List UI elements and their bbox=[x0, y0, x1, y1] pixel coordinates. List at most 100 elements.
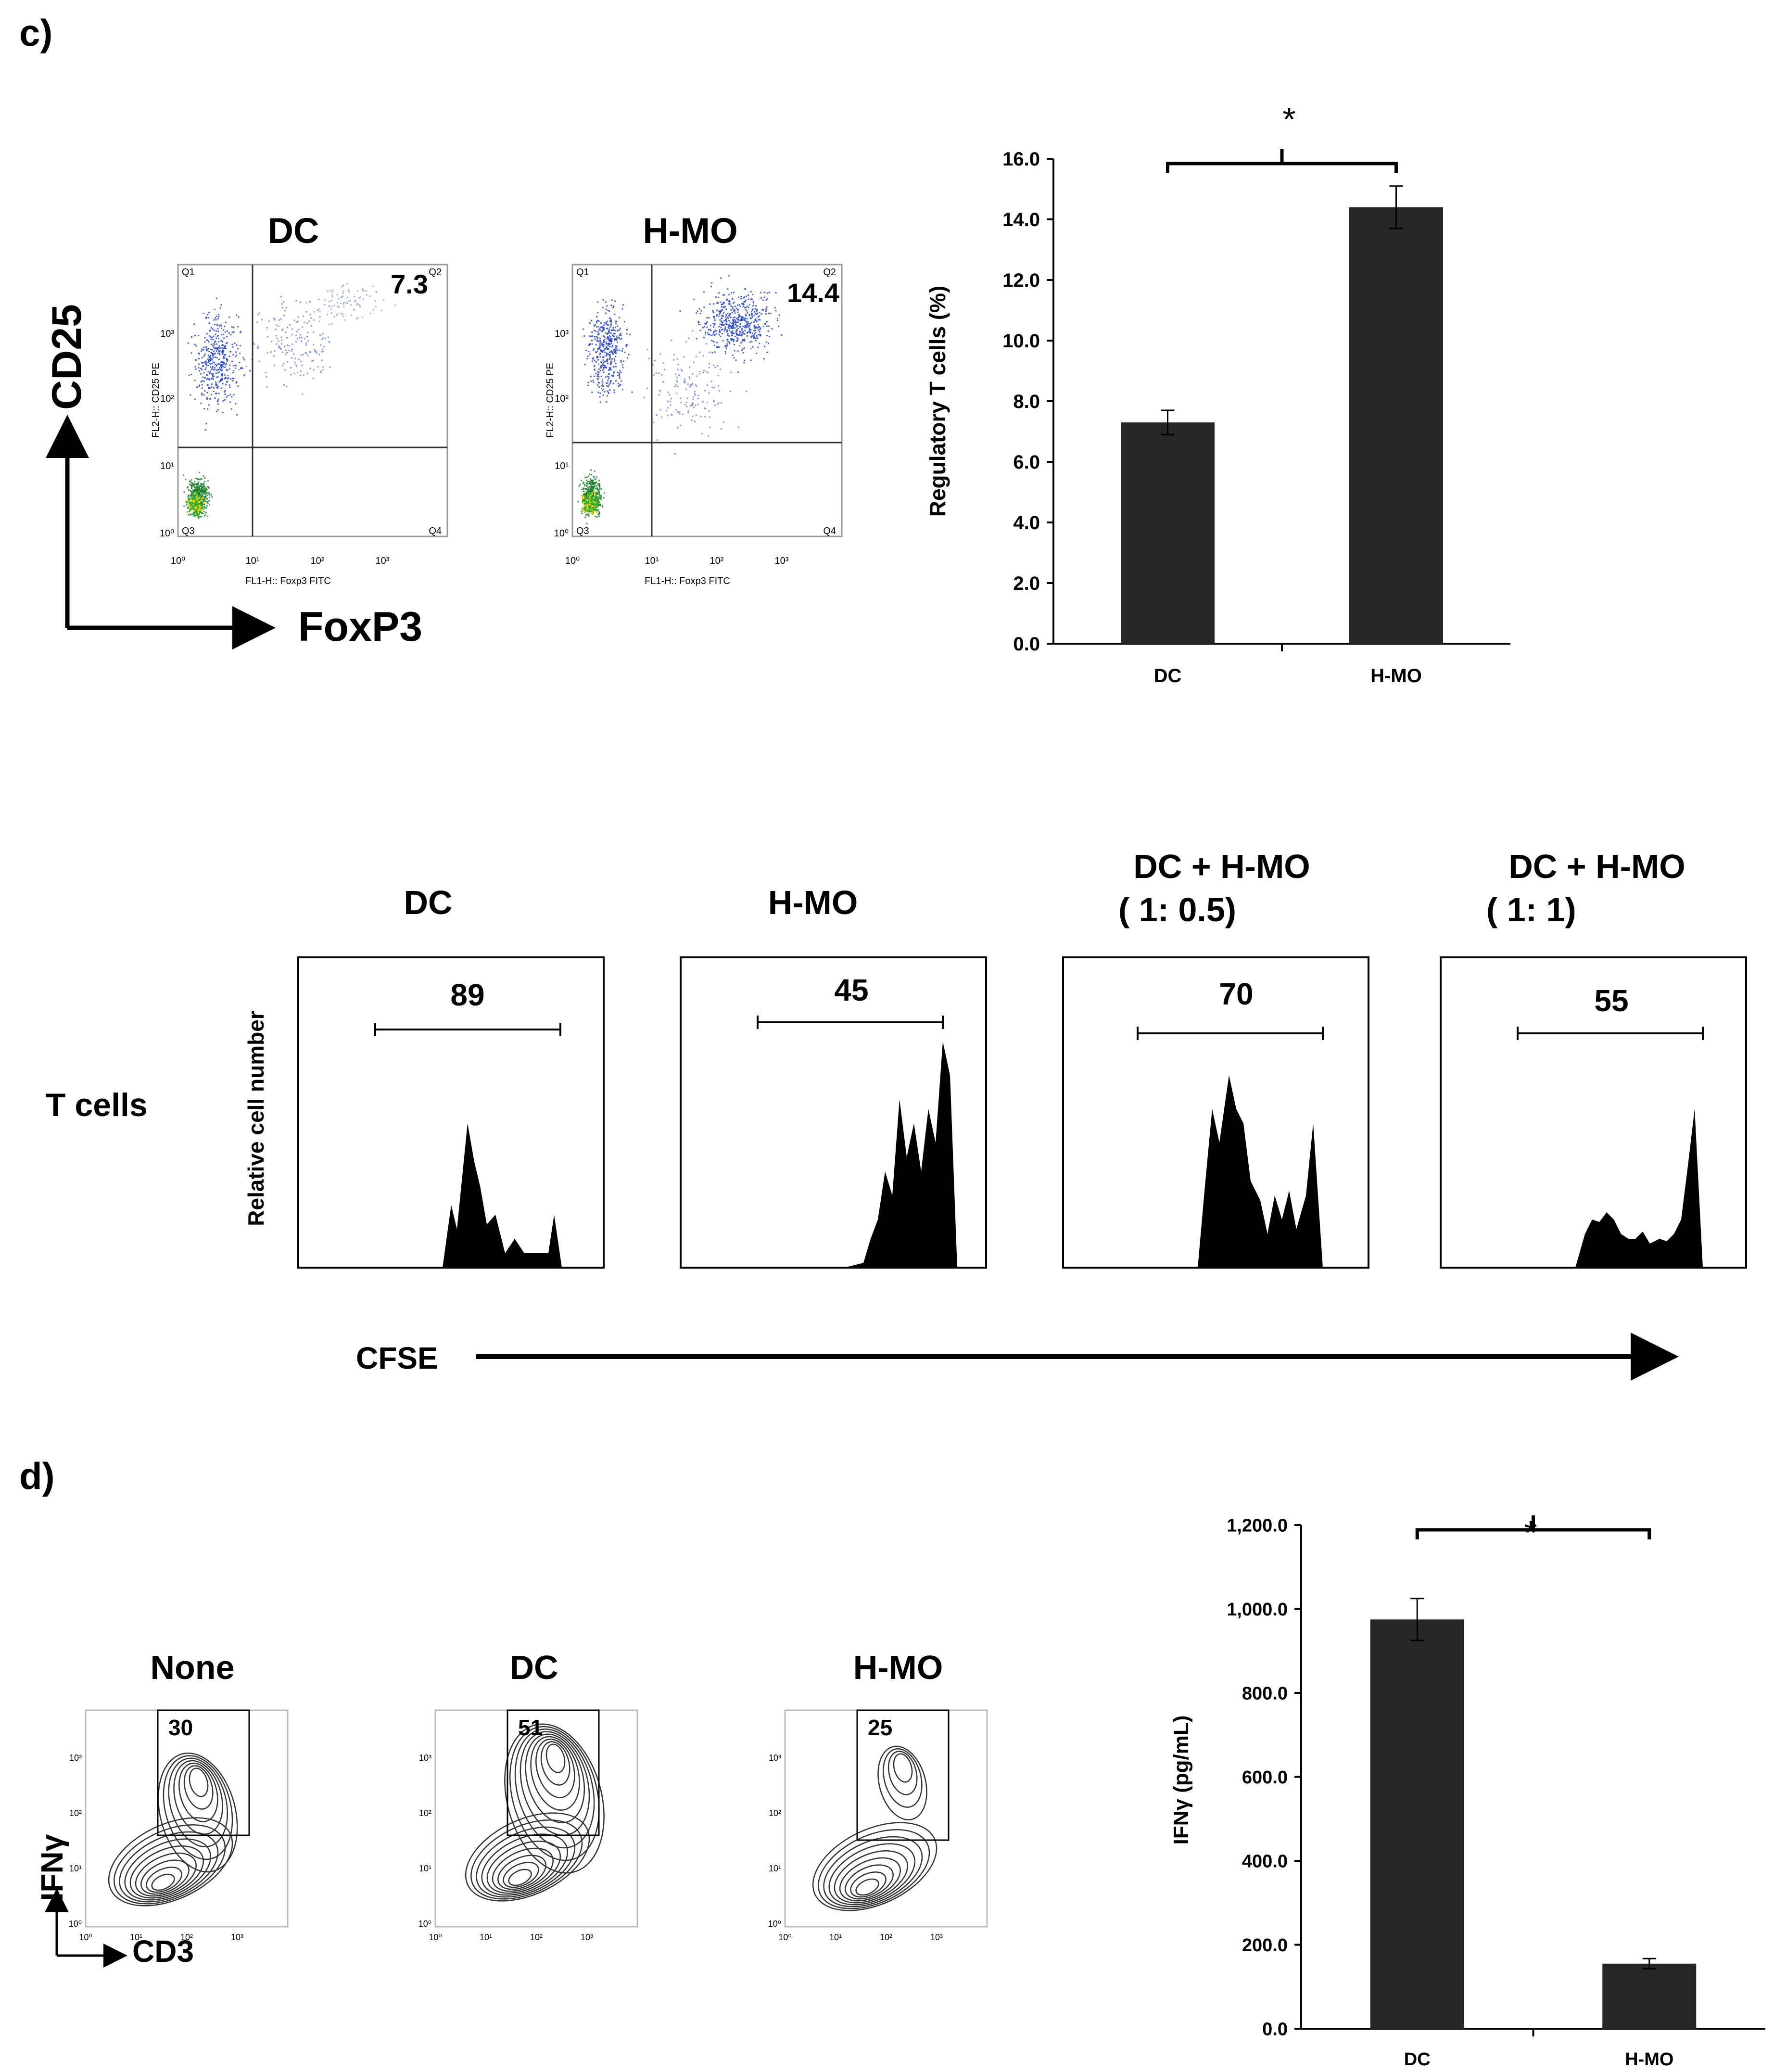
tick: 10² bbox=[710, 556, 724, 566]
quadrant-q4: Q4 bbox=[823, 526, 836, 536]
tick: 10¹ bbox=[645, 556, 659, 566]
x-tick-label: H-MO bbox=[1370, 665, 1422, 686]
y-tick-label: 2.0 bbox=[1013, 573, 1040, 594]
dotplot-percent: 14.4 bbox=[787, 278, 839, 308]
y-tick-label: 0.0 bbox=[1262, 2019, 1288, 2039]
y-tick-label: 1,000.0 bbox=[1227, 1600, 1288, 1620]
svg-text:10³: 10³ bbox=[231, 1932, 243, 1942]
svg-text:10⁰: 10⁰ bbox=[768, 1919, 781, 1929]
histogram-curve bbox=[1441, 1109, 1746, 1268]
tick: 10¹ bbox=[160, 461, 174, 471]
y-tick-label: 8.0 bbox=[1013, 391, 1040, 412]
svg-text:10¹: 10¹ bbox=[69, 1864, 82, 1873]
dotplot-ylabel: FL2-H:: CD25 PE bbox=[545, 363, 556, 438]
bar-chart-ylabel: IFNγ (pg/mL) bbox=[1169, 1716, 1193, 1845]
y-tick-label: 200.0 bbox=[1242, 1935, 1288, 1956]
y-tick-label: 6.0 bbox=[1013, 452, 1040, 473]
dotplot-dc: DC Q1 Q2 Q3 Q4 7.3 FL2-H:: CD25 PE FL1-H… bbox=[151, 211, 448, 586]
svg-text:10²: 10² bbox=[769, 1808, 781, 1818]
significance-star: * bbox=[1524, 1514, 1537, 1551]
flow-axes: CD25 FoxP3 bbox=[44, 304, 422, 650]
svg-text:10²: 10² bbox=[69, 1808, 82, 1818]
svg-text:10⁰: 10⁰ bbox=[418, 1919, 431, 1929]
dotplot-points bbox=[183, 283, 396, 519]
dotplot-y-ticks: 10⁰ 10¹ 10² 10³ bbox=[554, 329, 569, 539]
y-tick-label: 800.0 bbox=[1242, 1683, 1288, 1703]
row-label-t-cells: T cells bbox=[46, 1087, 148, 1123]
y-tick-label: 0.0 bbox=[1013, 634, 1040, 655]
dotplot-x-ticks: 10⁰ 10¹ 10² 10³ bbox=[171, 556, 390, 566]
histogram-percent: 70 bbox=[1219, 977, 1253, 1011]
contour-percent: 30 bbox=[168, 1715, 193, 1740]
contour-title: None bbox=[151, 1649, 235, 1686]
quadrant-q3: Q3 bbox=[182, 526, 195, 536]
y-tick-label: 4.0 bbox=[1013, 512, 1040, 534]
histogram-subtitle: ( 1: 1) bbox=[1486, 891, 1576, 928]
svg-text:10²: 10² bbox=[180, 1932, 193, 1942]
histogram-dc-hmo-1-0.5: DC + H-MO ( 1: 0.5) 70 bbox=[1062, 848, 1369, 1269]
x-tick-label: H-MO bbox=[1625, 2049, 1673, 2070]
contour-none: None 10⁰ 10¹ 10² 10³ 10⁰ 10¹ 10² 10³ 30 bbox=[69, 1649, 289, 1942]
histogram-curve bbox=[298, 1123, 604, 1268]
svg-text:10²: 10² bbox=[530, 1932, 543, 1942]
contour-title: H-MO bbox=[853, 1649, 943, 1686]
contour-percent: 51 bbox=[518, 1715, 543, 1740]
contour-hmo: H-MO 10⁰ 10¹ 10² 10³ 10⁰ 10¹ 10² 10³ 25 bbox=[768, 1649, 988, 1942]
y-tick-label: 1,200.0 bbox=[1227, 1515, 1288, 1536]
tick: 10⁰ bbox=[160, 528, 174, 539]
svg-text:10¹: 10¹ bbox=[769, 1864, 781, 1873]
foxp3-axis-label: FoxP3 bbox=[298, 604, 422, 650]
y-tick-label: 16.0 bbox=[1002, 149, 1040, 170]
histogram-dc-hmo-1-1: DC + H-MO ( 1: 1) 55 bbox=[1440, 848, 1747, 1269]
dotplot-y-ticks: 10⁰ 10¹ 10² 10³ bbox=[160, 329, 175, 539]
contour-dc: DC 10⁰ 10¹ 10² 10³ 10⁰ 10¹ 10² 10³ 51 bbox=[418, 1649, 638, 1942]
x-tick-label: DC bbox=[1404, 2049, 1431, 2070]
quadrant-q4: Q4 bbox=[429, 526, 442, 536]
histogram-hmo: H-MO 45 bbox=[680, 884, 987, 1269]
dotplot-title: DC bbox=[268, 211, 319, 251]
svg-text:10⁰: 10⁰ bbox=[69, 1919, 82, 1929]
quadrant-q1: Q1 bbox=[182, 267, 195, 278]
x-tick-label: DC bbox=[1154, 665, 1182, 686]
svg-text:10²: 10² bbox=[419, 1808, 431, 1818]
contour-lines: 10⁰ 10¹ 10² 10³ 10⁰ 10¹ 10² 10³ bbox=[418, 1723, 605, 1942]
quadrant-q2: Q2 bbox=[429, 267, 442, 278]
svg-text:10¹: 10¹ bbox=[419, 1864, 431, 1873]
bar-dc bbox=[1370, 1619, 1464, 2029]
contour-axes: IFNγ CD3 bbox=[35, 1834, 194, 1969]
tick: 10⁰ bbox=[565, 556, 580, 566]
panel-d-label: d) bbox=[19, 1455, 55, 1497]
svg-text:10⁰: 10⁰ bbox=[778, 1932, 791, 1942]
svg-text:10¹: 10¹ bbox=[480, 1932, 492, 1942]
tick: 10³ bbox=[160, 329, 174, 339]
dotplot-xlabel: FL1-H:: Foxp3 FITC bbox=[245, 576, 331, 586]
contour-lines: 10⁰ 10¹ 10² 10³ 10⁰ 10¹ 10² 10³ bbox=[69, 1752, 243, 1942]
svg-text:10²: 10² bbox=[880, 1932, 892, 1942]
y-tick-label: 12.0 bbox=[1002, 270, 1040, 291]
svg-text:10⁰: 10⁰ bbox=[429, 1932, 442, 1942]
significance-bracket bbox=[1415, 1515, 1651, 1539]
tick: 10³ bbox=[555, 329, 569, 339]
svg-text:10⁰: 10⁰ bbox=[79, 1932, 92, 1942]
tick: 10⁰ bbox=[171, 556, 185, 566]
dotplot-x-ticks: 10⁰ 10¹ 10² 10³ bbox=[565, 556, 789, 566]
dotplot-frame bbox=[571, 264, 843, 537]
bar-h-mo bbox=[1602, 1963, 1697, 2029]
quadrant-q1: Q1 bbox=[576, 267, 589, 278]
svg-text:10³: 10³ bbox=[419, 1753, 431, 1763]
quadrant-q3: Q3 bbox=[576, 526, 589, 536]
histogram-subtitle: ( 1: 0.5) bbox=[1118, 891, 1236, 928]
cfse-axis-label: CFSE bbox=[356, 1341, 438, 1375]
histogram-title: DC bbox=[404, 884, 452, 921]
y-tick-label: 10.0 bbox=[1002, 331, 1040, 352]
dotplot-ylabel: FL2-H:: CD25 PE bbox=[151, 363, 161, 438]
contour-gate bbox=[856, 1709, 950, 1841]
y-tick-label: 600.0 bbox=[1242, 1767, 1288, 1788]
histogram-dc: DC 89 bbox=[297, 884, 605, 1269]
contour-gate bbox=[507, 1709, 600, 1836]
dotplot-points bbox=[577, 275, 783, 524]
contour-gate bbox=[157, 1709, 250, 1836]
quadrant-q2: Q2 bbox=[823, 267, 836, 278]
histogram-percent: 89 bbox=[450, 978, 484, 1012]
